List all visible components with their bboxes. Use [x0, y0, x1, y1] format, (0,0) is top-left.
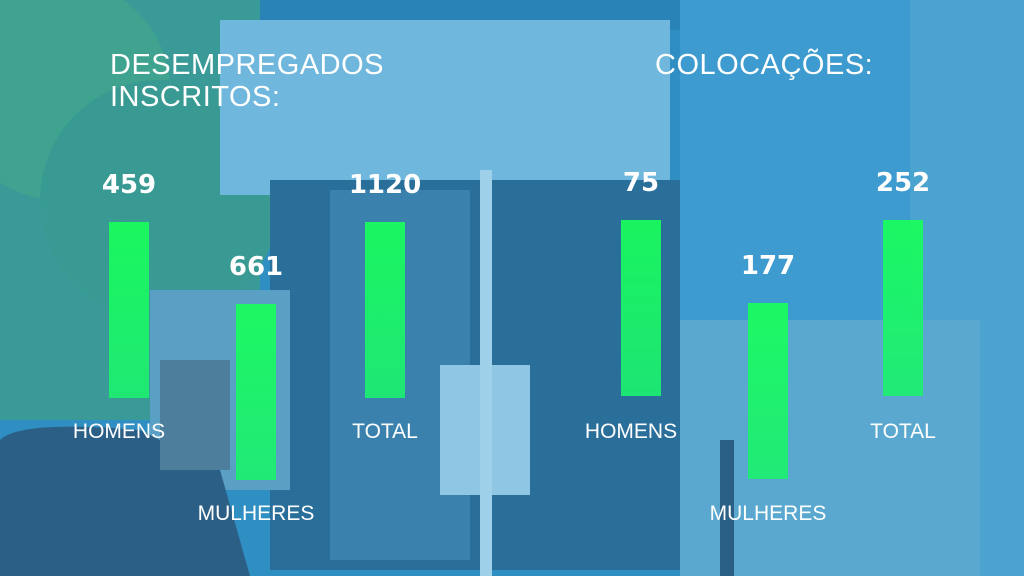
category-label: TOTAL: [870, 420, 936, 443]
value-label: 75: [622, 168, 660, 198]
bar: [748, 303, 788, 479]
bar: [883, 220, 923, 396]
value-label: 177: [740, 251, 796, 281]
section-title: COLOCAÇÕES:: [655, 49, 874, 81]
bar: [365, 222, 405, 398]
category-label: HOMENS: [72, 420, 166, 443]
category-label: TOTAL: [352, 420, 418, 443]
category-label: MULHERES: [709, 502, 827, 525]
bar: [109, 222, 149, 398]
value-label: 1120: [348, 170, 422, 200]
category-label: MULHERES: [197, 502, 315, 525]
bar: [621, 220, 661, 396]
value-label: 252: [875, 168, 931, 198]
category-label: HOMENS: [584, 420, 678, 443]
value-label: 459: [101, 170, 157, 200]
section-title: DESEMPREGADOS INSCRITOS:: [110, 49, 384, 113]
bar: [236, 304, 276, 480]
value-label: 661: [228, 252, 284, 282]
